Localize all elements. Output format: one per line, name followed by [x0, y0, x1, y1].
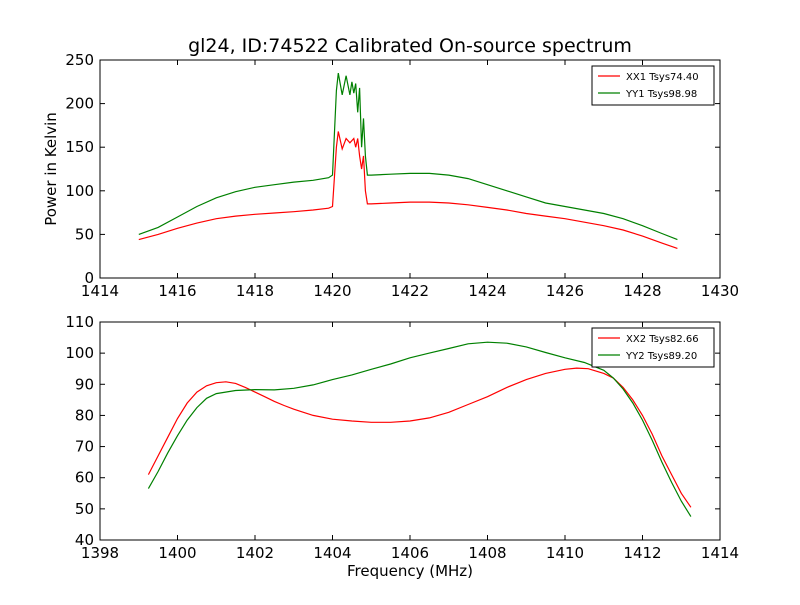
y-axis-label-top: Power in Kelvin [42, 112, 60, 226]
x-tick-label: 1410 [546, 544, 584, 562]
x-tick-label: 1418 [236, 282, 274, 300]
panel-bottom: 1398 1400 1402 1404 1406 1408 1410 1412 1414 40 50… [65, 313, 739, 562]
y-tick-label: 0 [84, 269, 94, 287]
legend-label: YY1 Tsys98.98 [625, 89, 697, 100]
x-tick-label: 1422 [391, 282, 429, 300]
y-tick-label: 150 [65, 138, 94, 156]
y-tick-label: 70 [75, 438, 94, 456]
x-tick-label: 1404 [313, 544, 351, 562]
y-tick-label: 80 [75, 406, 94, 424]
series-line-top-1 [138, 131, 678, 249]
y-tick-label: 100 [65, 182, 94, 200]
x-tick-label: 1402 [236, 544, 274, 562]
y-tick-label: 100 [65, 344, 94, 362]
x-tick-label: 1430 [701, 282, 739, 300]
y-tick-label: 60 [75, 469, 94, 487]
x-tick-label: 1412 [623, 544, 661, 562]
y-tick-label: 40 [75, 531, 94, 549]
chart-title: gl24, ID:74522 Calibrated On-source spec… [188, 35, 632, 57]
legend-label: XX2 Tsys82.66 [626, 334, 699, 345]
y-tick-label: 250 [65, 51, 94, 69]
series-line-bottom-1 [147, 367, 692, 508]
legend-label: XX1 Tsys74.40 [626, 72, 699, 83]
y-tick-label: 50 [75, 225, 94, 243]
x-tick-label: 1398 [81, 544, 119, 562]
y-tick-label: 110 [65, 313, 94, 331]
x-tick-label: 1428 [623, 282, 661, 300]
panel-top: 1414 1416 1418 1420 1422 1424 1426 1428 1430 0 50 1… [65, 51, 739, 300]
x-tick-label: 1408 [468, 544, 506, 562]
legend-top: XX1 Tsys74.40 YY1 Tsys98.98 [591, 65, 715, 106]
legend-label: YY2 Tsys89.20 [625, 351, 697, 362]
x-tick-label: 1414 [81, 282, 119, 300]
series-line-top-2 [138, 72, 678, 241]
x-tick-label: 1426 [546, 282, 584, 300]
y-tick-label: 200 [65, 95, 94, 113]
legend-box [591, 65, 715, 106]
y-tick-label: 90 [75, 375, 94, 393]
x-tick-label: 1424 [468, 282, 506, 300]
x-tick-label: 1400 [158, 544, 196, 562]
y-tick-label: 50 [75, 500, 94, 518]
legend-box [591, 327, 715, 368]
legend-bottom: XX2 Tsys82.66 YY2 Tsys89.20 [591, 327, 715, 368]
series-line-bottom-2 [147, 341, 692, 517]
x-tick-label: 1406 [391, 544, 429, 562]
x-tick-label: 1416 [158, 282, 196, 300]
x-tick-label: 1414 [701, 544, 739, 562]
x-axis-label-bottom: Frequency (MHz) [347, 562, 473, 580]
x-tick-label: 1420 [313, 282, 351, 300]
